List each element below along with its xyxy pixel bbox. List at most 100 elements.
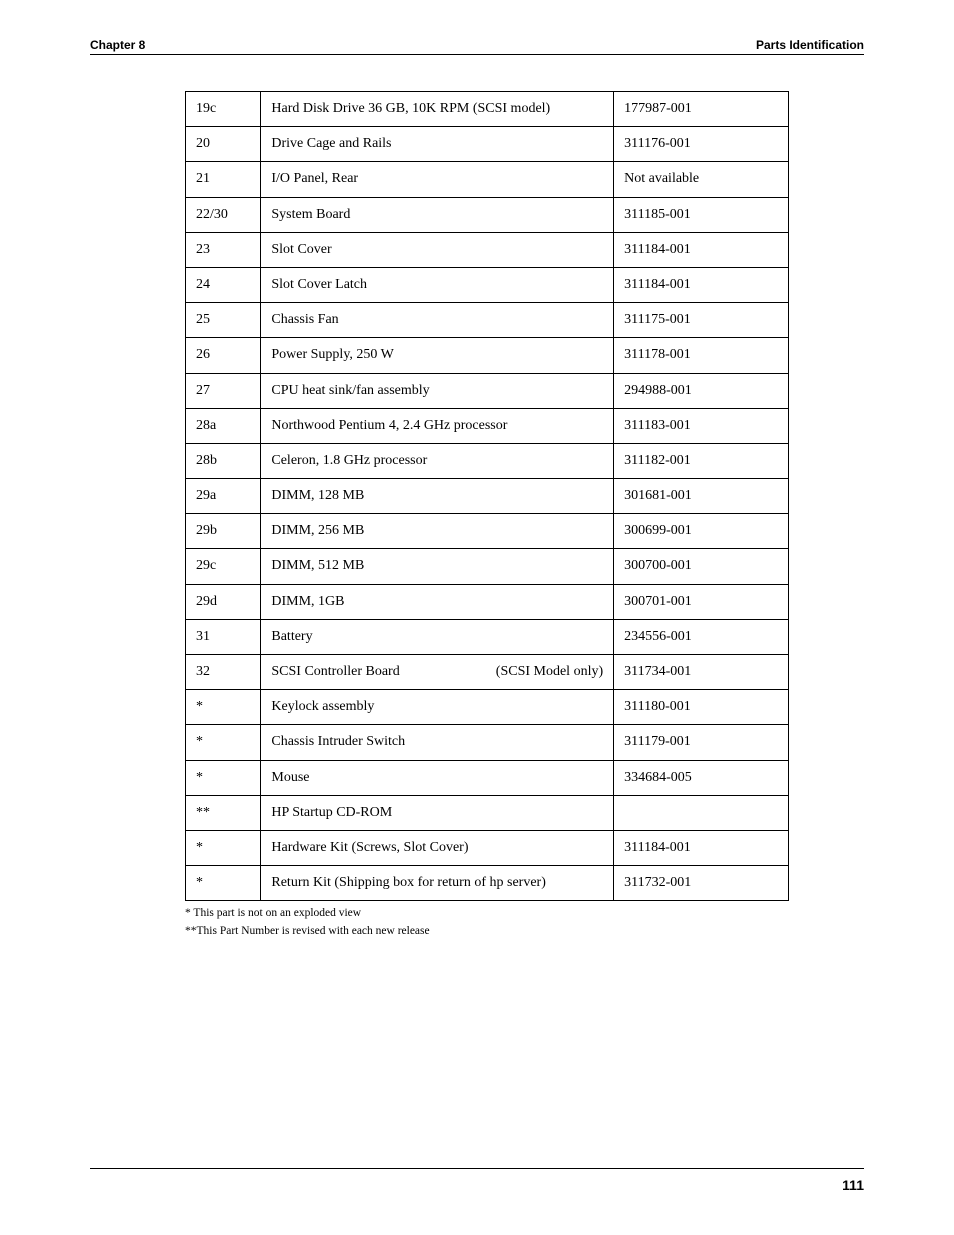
cell-ref: 20 xyxy=(186,127,261,162)
table-row: *Hardware Kit (Screws, Slot Cover)311184… xyxy=(186,830,789,865)
cell-part-number: 300701-001 xyxy=(614,584,789,619)
cell-ref: * xyxy=(186,760,261,795)
cell-description: SCSI Controller Board (SCSI Model only) xyxy=(261,655,614,690)
page-header: Chapter 8 Parts Identification xyxy=(90,38,864,55)
cell-part-number: 311179-001 xyxy=(614,725,789,760)
cell-part-number: 300699-001 xyxy=(614,514,789,549)
cell-description: DIMM, 512 MB xyxy=(261,549,614,584)
cell-description: Chassis Intruder Switch xyxy=(261,725,614,760)
table-row: 29aDIMM, 128 MB301681-001 xyxy=(186,479,789,514)
cell-part-number: 311183-001 xyxy=(614,408,789,443)
cell-ref: * xyxy=(186,830,261,865)
cell-description: Battery xyxy=(261,619,614,654)
cell-part-number: 300700-001 xyxy=(614,549,789,584)
cell-description: DIMM, 256 MB xyxy=(261,514,614,549)
cell-part-number: 311734-001 xyxy=(614,655,789,690)
table-row: *Return Kit (Shipping box for return of … xyxy=(186,866,789,901)
cell-description: Slot Cover xyxy=(261,232,614,267)
cell-part-number: 311178-001 xyxy=(614,338,789,373)
table-row: 21I/O Panel, RearNot available xyxy=(186,162,789,197)
cell-ref: 23 xyxy=(186,232,261,267)
cell-description-left: SCSI Controller Board xyxy=(271,663,399,681)
cell-part-number: 311184-001 xyxy=(614,232,789,267)
cell-description: DIMM, 128 MB xyxy=(261,479,614,514)
note-line-1: * This part is not on an exploded view xyxy=(185,905,789,922)
cell-part-number: 311180-001 xyxy=(614,690,789,725)
cell-ref: 28a xyxy=(186,408,261,443)
page-number: 111 xyxy=(842,1177,864,1193)
cell-description: System Board xyxy=(261,197,614,232)
cell-ref: 29d xyxy=(186,584,261,619)
cell-ref: * xyxy=(186,690,261,725)
table-row: 23Slot Cover311184-001 xyxy=(186,232,789,267)
table-row: **HP Startup CD-ROM xyxy=(186,795,789,830)
cell-ref: 32 xyxy=(186,655,261,690)
cell-part-number: 234556-001 xyxy=(614,619,789,654)
cell-ref: 26 xyxy=(186,338,261,373)
table-row: *Keylock assembly311180-001 xyxy=(186,690,789,725)
cell-part-number xyxy=(614,795,789,830)
cell-ref: 27 xyxy=(186,373,261,408)
cell-description: Hardware Kit (Screws, Slot Cover) xyxy=(261,830,614,865)
cell-part-number: 311176-001 xyxy=(614,127,789,162)
table-row: 31Battery234556-001 xyxy=(186,619,789,654)
cell-ref: 29c xyxy=(186,549,261,584)
cell-ref: ** xyxy=(186,795,261,830)
cell-part-number: 311182-001 xyxy=(614,443,789,478)
cell-part-number: 311184-001 xyxy=(614,830,789,865)
table-row: 29dDIMM, 1GB300701-001 xyxy=(186,584,789,619)
cell-ref: 28b xyxy=(186,443,261,478)
header-section: Parts Identification xyxy=(756,38,864,52)
table-row: 22/30System Board311185-001 xyxy=(186,197,789,232)
note-line-2: **This Part Number is revised with each … xyxy=(185,923,789,940)
cell-description: Drive Cage and Rails xyxy=(261,127,614,162)
cell-part-number: 334684-005 xyxy=(614,760,789,795)
table-row: 28aNorthwood Pentium 4, 2.4 GHz processo… xyxy=(186,408,789,443)
cell-description: Keylock assembly xyxy=(261,690,614,725)
table-row: 29cDIMM, 512 MB300700-001 xyxy=(186,549,789,584)
cell-description: HP Startup CD-ROM xyxy=(261,795,614,830)
table-row: *Chassis Intruder Switch311179-001 xyxy=(186,725,789,760)
cell-description: Chassis Fan xyxy=(261,303,614,338)
cell-ref: 24 xyxy=(186,267,261,302)
cell-part-number: 311732-001 xyxy=(614,866,789,901)
cell-description: Power Supply, 250 W xyxy=(261,338,614,373)
table-row: 25Chassis Fan311175-001 xyxy=(186,303,789,338)
cell-ref: 22/30 xyxy=(186,197,261,232)
page-footer: 111 xyxy=(90,1168,864,1193)
cell-description: Slot Cover Latch xyxy=(261,267,614,302)
cell-part-number: 311175-001 xyxy=(614,303,789,338)
table-notes: * This part is not on an exploded view *… xyxy=(185,905,789,940)
table-row: 29bDIMM, 256 MB300699-001 xyxy=(186,514,789,549)
cell-description: Mouse xyxy=(261,760,614,795)
table-row: 27CPU heat sink/fan assembly294988-001 xyxy=(186,373,789,408)
cell-part-number: 294988-001 xyxy=(614,373,789,408)
cell-ref: 31 xyxy=(186,619,261,654)
cell-part-number: 311184-001 xyxy=(614,267,789,302)
cell-part-number: 301681-001 xyxy=(614,479,789,514)
table-row: 24Slot Cover Latch311184-001 xyxy=(186,267,789,302)
header-chapter: Chapter 8 xyxy=(90,38,145,52)
cell-ref: 29a xyxy=(186,479,261,514)
cell-ref: 25 xyxy=(186,303,261,338)
cell-ref: * xyxy=(186,725,261,760)
cell-description: Return Kit (Shipping box for return of h… xyxy=(261,866,614,901)
table-row: *Mouse334684-005 xyxy=(186,760,789,795)
cell-description: DIMM, 1GB xyxy=(261,584,614,619)
cell-part-number: Not available xyxy=(614,162,789,197)
cell-description: Hard Disk Drive 36 GB, 10K RPM (SCSI mod… xyxy=(261,92,614,127)
parts-table: 19cHard Disk Drive 36 GB, 10K RPM (SCSI … xyxy=(185,91,789,901)
table-row: 20Drive Cage and Rails311176-001 xyxy=(186,127,789,162)
table-row: 32 SCSI Controller Board (SCSI Model only)… xyxy=(186,655,789,690)
table-row: 28bCeleron, 1.8 GHz processor311182-001 xyxy=(186,443,789,478)
cell-description: CPU heat sink/fan assembly xyxy=(261,373,614,408)
cell-part-number: 311185-001 xyxy=(614,197,789,232)
cell-ref: 29b xyxy=(186,514,261,549)
cell-description-right: (SCSI Model only) xyxy=(496,663,603,681)
cell-description: Northwood Pentium 4, 2.4 GHz processor xyxy=(261,408,614,443)
cell-part-number: 177987-001 xyxy=(614,92,789,127)
cell-description: Celeron, 1.8 GHz processor xyxy=(261,443,614,478)
table-row: 19cHard Disk Drive 36 GB, 10K RPM (SCSI … xyxy=(186,92,789,127)
cell-ref: * xyxy=(186,866,261,901)
cell-ref: 19c xyxy=(186,92,261,127)
